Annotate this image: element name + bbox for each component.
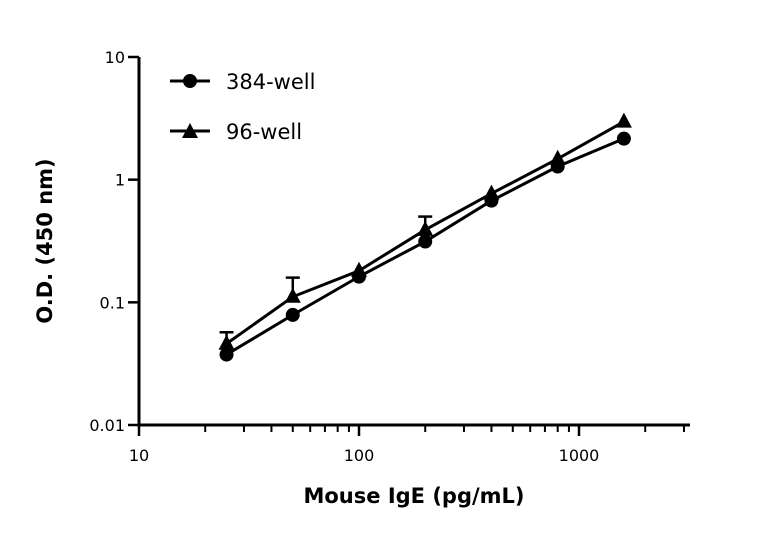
legend-label-96: 96-well <box>226 120 302 144</box>
y-tick-label: 1 <box>115 171 125 190</box>
x-tick-label: 100 <box>344 446 375 465</box>
y-tick-label: 0.01 <box>89 416 125 435</box>
legend: 384-well 96-well <box>170 70 315 144</box>
data-point-triangle <box>615 112 632 128</box>
data-point-circle <box>219 347 234 362</box>
data-point-triangle <box>549 149 566 165</box>
legend-label-384: 384-well <box>226 70 315 94</box>
data-point-triangle <box>284 287 301 303</box>
data-point-circle <box>285 307 300 322</box>
axes: 10 100 1000 0.01 0.1 1 10 <box>89 48 690 465</box>
data-point-circle <box>616 131 631 146</box>
legend-circle-icon <box>183 74 197 88</box>
legend-triangle-icon <box>182 123 198 138</box>
data-point-triangle <box>483 184 500 200</box>
series-96-well <box>218 112 632 350</box>
x-tick-label: 1000 <box>559 446 600 465</box>
y-tick-label: 10 <box>105 48 125 67</box>
series-384-well <box>219 131 631 362</box>
data-point-circle <box>418 234 433 249</box>
data-point-triangle <box>218 334 235 350</box>
y-tick-label: 0.1 <box>100 293 125 312</box>
x-axis-title: Mouse IgE (pg/mL) <box>303 484 524 508</box>
y-axis-title: O.D. (450 nm) <box>33 158 57 323</box>
x-tick-label: 10 <box>129 446 149 465</box>
data-point-triangle <box>351 261 367 277</box>
data-point-triangle <box>417 220 434 236</box>
data-marks <box>218 112 632 362</box>
